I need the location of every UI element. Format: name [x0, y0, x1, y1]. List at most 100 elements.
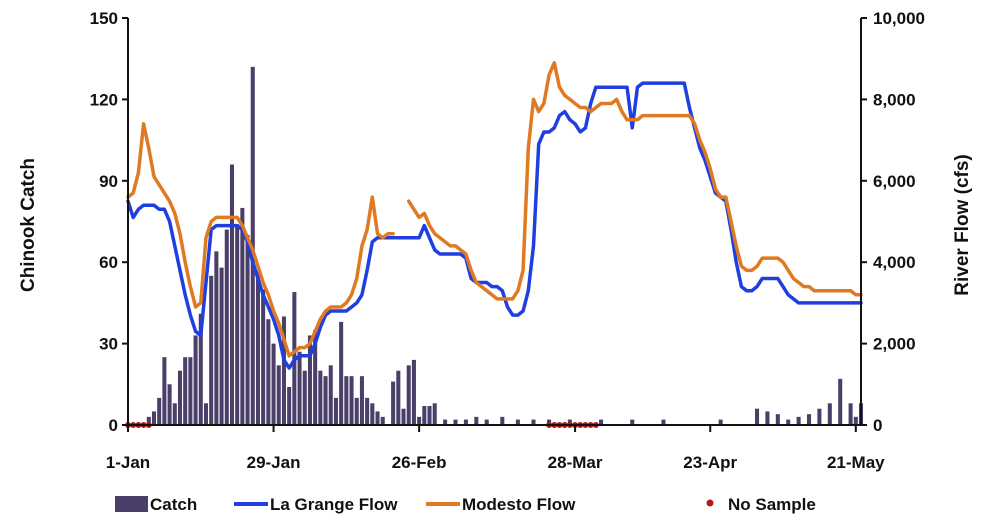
catch-bar: [183, 357, 188, 425]
catch-bar: [307, 335, 312, 425]
legend-catch-label: Catch: [150, 495, 197, 514]
catch-bar: [806, 414, 812, 425]
catch-bar: [219, 267, 224, 425]
catch-bar: [255, 270, 260, 425]
left-tick-label: 60: [99, 253, 118, 272]
x-tick-label: 21-May: [827, 453, 885, 472]
flow-lines: [126, 61, 863, 370]
catch-bar: [718, 419, 723, 425]
catch-bar: [313, 330, 318, 425]
catch-bar: [427, 406, 432, 425]
catch-bar: [177, 370, 183, 425]
modesto-flow-line: [126, 61, 863, 358]
catch-bar: [193, 335, 198, 425]
catch-bar: [411, 359, 416, 425]
x-axis-ticks: 1-Jan 29-Jan 26-Feb 28-Mar 23-Apr 21-May: [106, 425, 885, 472]
catch-bar: [146, 416, 151, 425]
catch-bar: [599, 419, 604, 425]
catch-bar: [775, 414, 780, 425]
catch-bar: [203, 403, 209, 425]
catch-bar: [630, 419, 635, 425]
catch-bar: [432, 403, 437, 425]
catch-bar: [848, 403, 853, 425]
right-tick-label: 10,000: [873, 9, 925, 28]
left-tick-label: 0: [109, 416, 118, 435]
right-tick-label: 0: [873, 416, 882, 435]
catch-bar: [287, 387, 292, 425]
catch-bar: [515, 419, 520, 425]
right-tick-label: 2,000: [873, 335, 916, 354]
left-tick-label: 30: [99, 335, 118, 354]
catch-bar: [339, 321, 344, 425]
catch-bar: [151, 411, 157, 425]
catch-bar: [198, 313, 203, 425]
catch-bar: [188, 357, 193, 425]
catch-bar: [827, 403, 832, 425]
left-tick-label: 150: [90, 9, 118, 28]
catch-bar: [224, 229, 229, 425]
x-tick-label: 1-Jan: [106, 453, 150, 472]
catch-bar: [406, 365, 411, 425]
catch-bar: [344, 376, 349, 425]
catch-bar: [354, 397, 359, 425]
right-tick-label: 6,000: [873, 172, 916, 191]
x-tick-label: 23-Apr: [683, 453, 737, 472]
catch-bar: [500, 416, 505, 425]
left-tick-label: 120: [90, 90, 118, 109]
catch-bar: [328, 365, 333, 425]
x-tick-label: 28-Mar: [548, 453, 603, 472]
catch-bar: [349, 376, 354, 425]
catch-bar: [453, 419, 458, 425]
left-axis-ticks: 0 30 60 90 120 150: [90, 9, 128, 435]
la-grange-flow-line: [126, 81, 863, 370]
catch-bar: [318, 370, 323, 425]
legend-no-sample-label: No Sample: [728, 495, 816, 514]
catch-bar: [417, 416, 422, 425]
catch-bar: [266, 319, 271, 425]
catch-bar: [396, 370, 401, 425]
catch-bar: [463, 419, 468, 425]
x-tick-label: 26-Feb: [392, 453, 447, 472]
axes: [127, 18, 862, 426]
catch-bar: [484, 419, 489, 425]
catch-bar: [157, 397, 162, 425]
catch-bar: [359, 376, 364, 425]
catch-bar: [297, 351, 302, 425]
catch-bar: [229, 164, 234, 425]
catch-bar: [276, 365, 281, 425]
catch-bar: [240, 207, 245, 425]
left-tick-label: 90: [99, 172, 118, 191]
catch-bar: [333, 397, 338, 425]
legend-no-sample-marker: [706, 499, 714, 507]
right-axis-ticks: 0 2,000 4,000 6,000 8,000 10,000: [861, 9, 925, 435]
catch-bar: [271, 343, 276, 425]
catch-bar: [661, 419, 666, 425]
catch-bars: [146, 66, 864, 425]
legend-catch-swatch: [115, 496, 148, 512]
catch-bar: [172, 403, 177, 425]
right-tick-label: 4,000: [873, 253, 916, 272]
catch-bar: [245, 235, 250, 425]
catch-bar: [765, 411, 770, 425]
catch-bar: [755, 408, 760, 425]
right-tick-label: 8,000: [873, 90, 916, 109]
catch-bar: [796, 416, 801, 425]
catch-bar: [474, 416, 479, 425]
catch-bar: [365, 397, 370, 425]
catch-bar: [281, 316, 286, 425]
catch-bar: [443, 419, 448, 425]
catch-bar: [422, 406, 427, 425]
catch-bar: [323, 376, 328, 425]
left-axis-title: Chinook Catch: [18, 158, 39, 292]
legend: Catch La Grange Flow Modesto Flow No Sam…: [115, 495, 816, 514]
legend-modesto-label: Modesto Flow: [462, 495, 576, 514]
catch-bar: [853, 416, 858, 425]
right-axis-title: River Flow (cfs): [952, 154, 973, 295]
catch-bar: [817, 408, 822, 425]
catch-bar: [261, 289, 266, 425]
catch-bar: [209, 275, 214, 425]
legend-la-grange-label: La Grange Flow: [270, 495, 398, 514]
catch-bar: [786, 419, 791, 425]
catch-bar: [401, 408, 406, 425]
